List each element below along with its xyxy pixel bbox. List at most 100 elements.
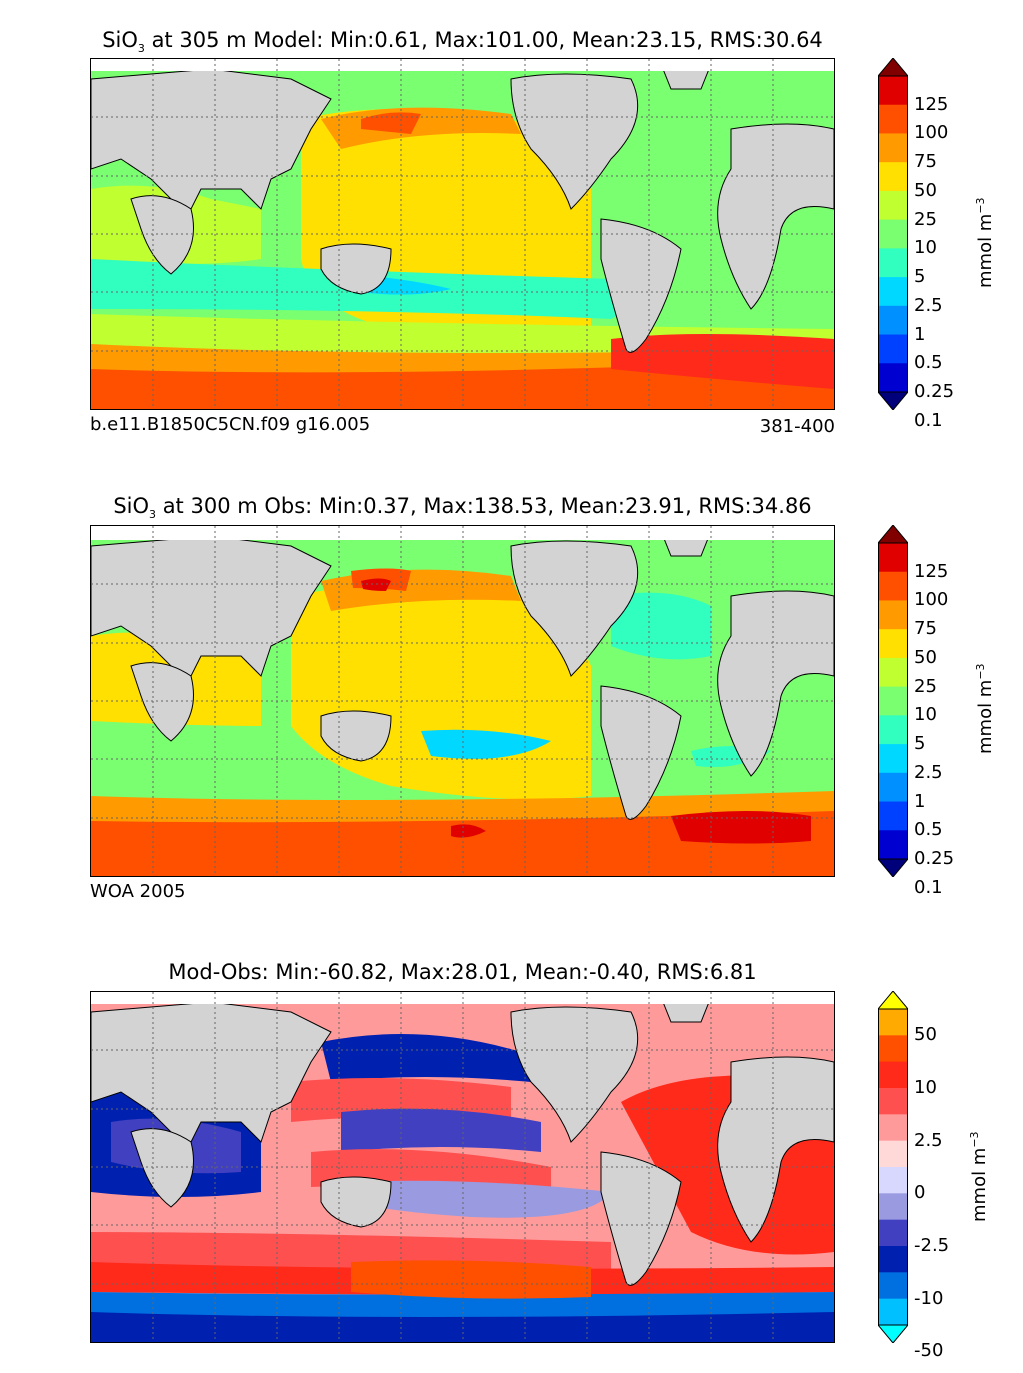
- colorbar-tick-label: 0.5: [914, 352, 943, 374]
- colorbar-tick-label: 25: [914, 208, 937, 230]
- colorbar-segment: [878, 600, 908, 630]
- map-svg: [91, 526, 834, 876]
- colorbar-tick-label: 100: [914, 122, 949, 144]
- colorbar-tick-label: 0.1: [914, 409, 943, 431]
- colorbar-unit: mmol m−3: [974, 663, 996, 754]
- colorbar-unit: mmol m−3: [974, 197, 996, 288]
- panel-title: Mod-Obs: Min:-60.82, Max:28.01, Mean:-0.…: [90, 960, 835, 984]
- colorbar-segment: [878, 772, 908, 803]
- panel-title: SiO3 at 300 m Obs: Min:0.37, Max:138.53,…: [90, 494, 835, 521]
- title-subscript: 3: [149, 508, 157, 522]
- colorbar-tick-label: 100: [914, 589, 949, 611]
- colorbar-tick-label: 0: [914, 1182, 926, 1204]
- colorbar-cap-bottom: [878, 1324, 908, 1343]
- colorbar-tick-label: 0.5: [914, 819, 943, 841]
- colorbar-tick-label: 5: [914, 733, 926, 755]
- colorbar-segment: [878, 1193, 908, 1221]
- year-range: 381-400: [759, 416, 835, 437]
- colorbar-tick-label: 2.5: [914, 1129, 943, 1151]
- colorbar-tick-label: 0.25: [914, 381, 955, 402]
- colorbar-tick-label: 0.1: [914, 876, 943, 898]
- colorbar-segment: [878, 133, 908, 163]
- colorbar-segment: [878, 1272, 908, 1300]
- colorbar-cap-bottom: [878, 858, 908, 877]
- colorbar-segment: [878, 801, 908, 831]
- title-subscript: 3: [137, 42, 145, 56]
- colorbar-tick-label: 50: [914, 179, 937, 201]
- colorbar-segment: [878, 363, 908, 393]
- unit-text: mmol m: [975, 679, 996, 754]
- world-map: [90, 991, 835, 1343]
- colorbar-tick-label: 10: [914, 704, 937, 726]
- colorbar-segment: [878, 248, 908, 278]
- title-stats: at 300 m Obs: Min:0.37, Max:138.53, Mean…: [156, 494, 812, 518]
- colorbar-tick-label: 125: [914, 560, 949, 582]
- colorbar-tick-label: 25: [914, 675, 937, 697]
- colorbar-cap-top: [878, 991, 908, 1010]
- unit-text: mmol m: [969, 1147, 990, 1222]
- colorbar-tick-label: 125: [914, 93, 949, 115]
- colorbar-cap-top: [878, 525, 908, 544]
- colorbar-segment: [878, 1219, 908, 1247]
- dataset-label: WOA 2005: [90, 881, 186, 902]
- colorbar-segment: [878, 1088, 908, 1115]
- unit-superscript: −3: [974, 197, 987, 214]
- title-variable: SiO: [102, 28, 138, 52]
- colorbar: [878, 991, 908, 1343]
- colorbar-segment: [878, 1061, 908, 1089]
- colorbar-segment: [878, 571, 908, 601]
- colorbar-tick-label: 10: [914, 1077, 937, 1098]
- map-svg: [91, 992, 834, 1342]
- colorbar-segment: [878, 1035, 908, 1063]
- colorbar-tick-label: 2.5: [914, 761, 943, 783]
- colorbar-segment: [878, 715, 908, 745]
- colorbar-tick-label: -10: [914, 1287, 944, 1309]
- colorbar-tick-label: 75: [914, 151, 937, 173]
- title-variable: SiO: [113, 494, 150, 518]
- colorbar-segment: [878, 1140, 908, 1168]
- colorbar-segment: [878, 1167, 908, 1194]
- colorbar-segment: [878, 543, 908, 573]
- colorbar-segment: [878, 1246, 908, 1273]
- colorbar-segment: [878, 162, 908, 192]
- colorbar-segment: [878, 830, 908, 860]
- title-stats: at 305 m Model: Min:0.61, Max:101.00, Me…: [144, 28, 823, 52]
- run-id: b.e11.B1850C5CN.f09 g16.005: [90, 414, 371, 435]
- colorbar-tick-label: 5: [914, 266, 926, 288]
- unit-text: mmol m: [975, 213, 996, 288]
- colorbar-cap-top: [878, 58, 908, 77]
- colorbar-segment: [878, 277, 908, 307]
- colorbar-segment: [878, 744, 908, 774]
- colorbar-segment: [878, 686, 908, 716]
- colorbar-tick-label: 50: [914, 646, 937, 668]
- colorbar-segment: [878, 1114, 908, 1142]
- colorbar-segment: [878, 629, 908, 659]
- panel-title: SiO3 at 305 m Model: Min:0.61, Max:101.0…: [90, 28, 835, 55]
- colorbar-segment: [878, 657, 908, 688]
- colorbar-segment: [878, 305, 908, 336]
- colorbar-tick-label: 50: [914, 1024, 937, 1046]
- colorbar-tick-label: -50: [914, 1340, 944, 1362]
- colorbar-segment: [878, 190, 908, 221]
- unit-superscript: −3: [968, 1131, 981, 1148]
- world-map: [90, 525, 835, 877]
- unit-superscript: −3: [974, 663, 987, 680]
- world-map: [90, 58, 835, 410]
- colorbar: [878, 525, 908, 877]
- colorbar-unit: mmol m−3: [968, 1131, 990, 1222]
- colorbar-segment: [878, 76, 908, 106]
- colorbar-tick-label: 1: [914, 323, 926, 345]
- colorbar-tick-label: 0.25: [914, 848, 955, 869]
- colorbar-segment: [878, 334, 908, 364]
- colorbar-segment: [878, 1009, 908, 1036]
- colorbar-tick-label: 10: [914, 237, 937, 259]
- colorbar-segment: [878, 104, 908, 134]
- colorbar-cap-bottom: [878, 391, 908, 410]
- colorbar-segment: [878, 1298, 908, 1326]
- colorbar: [878, 58, 908, 410]
- colorbar-tick-label: 75: [914, 618, 937, 640]
- colorbar-tick-label: 1: [914, 790, 926, 812]
- map-svg: [91, 59, 834, 409]
- colorbar-segment: [878, 219, 908, 249]
- colorbar-tick-label: 2.5: [914, 294, 943, 316]
